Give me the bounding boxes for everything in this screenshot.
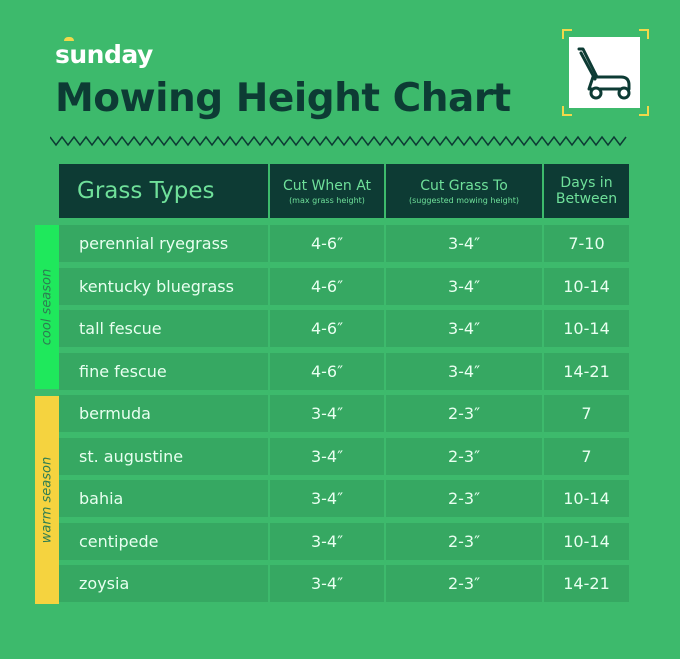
table-row: centipede 3-4″ 2-3″ 10-14 [59,522,629,560]
zigzag-divider [50,135,627,147]
table-row: bermuda 3-4″ 2-3″ 7 [59,395,629,432]
grass-name: st. augustine [59,437,268,475]
frame-corner [562,29,572,39]
cut-to-value: 2-3″ [386,522,542,560]
grass-name: tall fescue [59,310,268,347]
grass-name: perennial ryegrass [59,225,268,262]
grass-name: bermuda [59,395,268,432]
days-value: 14-21 [544,565,629,602]
grass-name: kentucky bluegrass [59,267,268,305]
table-row: fine fescue 4-6″ 3-4″ 14-21 [59,352,629,390]
frame-corner [562,106,572,116]
header-days-line1: Days in [560,175,613,191]
days-value: 10-14 [544,480,629,517]
frame-corner [639,106,649,116]
cut-to-value: 3-4″ [386,310,542,347]
days-value: 14-21 [544,352,629,390]
cut-to-value: 2-3″ [386,395,542,432]
table-row: zoysia 3-4″ 2-3″ 14-21 [59,565,629,602]
header-cut-to-sub: (suggested mowing height) [408,195,520,205]
cut-to-value: 2-3″ [386,437,542,475]
days-value: 7 [544,395,629,432]
table-row: st. augustine 3-4″ 2-3″ 7 [59,437,629,475]
frame-corner [639,29,649,39]
cut-when-value: 3-4″ [270,395,384,432]
grass-name: fine fescue [59,352,268,390]
cut-when-value: 4-6″ [270,267,384,305]
table-row: bahia 3-4″ 2-3″ 10-14 [59,480,629,517]
table-row: kentucky bluegrass 4-6″ 3-4″ 10-14 [59,267,629,305]
header-cut-when-sub: (max grass height) [289,195,365,205]
grass-name: zoysia [59,565,268,602]
days-value: 7 [544,437,629,475]
cool-season-band: cool season [35,225,59,389]
header-cut-when-label: Cut When At [282,177,372,194]
warm-season-band: warm season [35,396,59,604]
cut-when-value: 3-4″ [270,437,384,475]
days-value: 10-14 [544,267,629,305]
header-cut-to: Cut Grass To (suggested mowing height) [386,164,542,218]
cut-to-value: 3-4″ [386,225,542,262]
header-grass-types: Grass Types [59,164,268,218]
cool-season-label: cool season [39,268,55,346]
cut-when-value: 4-6″ [270,352,384,390]
lawn-mower-icon [569,37,640,108]
header-cut-to-label: Cut Grass To [420,177,508,194]
days-value: 7-10 [544,225,629,262]
table-header: Grass Types Cut When At (max grass heigh… [59,164,629,218]
cut-when-value: 3-4″ [270,565,384,602]
warm-season-label: warm season [39,456,55,544]
grass-name: bahia [59,480,268,517]
brand-name: sunday [55,40,153,69]
cut-to-value: 3-4″ [386,267,542,305]
grass-name: centipede [59,522,268,560]
cut-when-value: 3-4″ [270,522,384,560]
cut-to-value: 2-3″ [386,480,542,517]
table-body: perennial ryegrass 4-6″ 3-4″ 7-10 kentuc… [59,225,629,608]
cut-when-value: 4-6″ [270,310,384,347]
cut-to-value: 2-3″ [386,565,542,602]
brand-logo: sunday [55,37,153,69]
days-value: 10-14 [544,310,629,347]
header-days-line2: Between [555,191,618,207]
header-days-between: Days in Between [544,164,629,218]
table-row: perennial ryegrass 4-6″ 3-4″ 7-10 [59,225,629,262]
header-cut-when: Cut When At (max grass height) [270,164,384,218]
table-row: tall fescue 4-6″ 3-4″ 10-14 [59,310,629,347]
days-value: 10-14 [544,522,629,560]
sun-accent [64,37,74,41]
cut-to-value: 3-4″ [386,352,542,390]
cut-when-value: 4-6″ [270,225,384,262]
page-title: Mowing Height Chart [55,76,511,121]
cut-when-value: 3-4″ [270,480,384,517]
